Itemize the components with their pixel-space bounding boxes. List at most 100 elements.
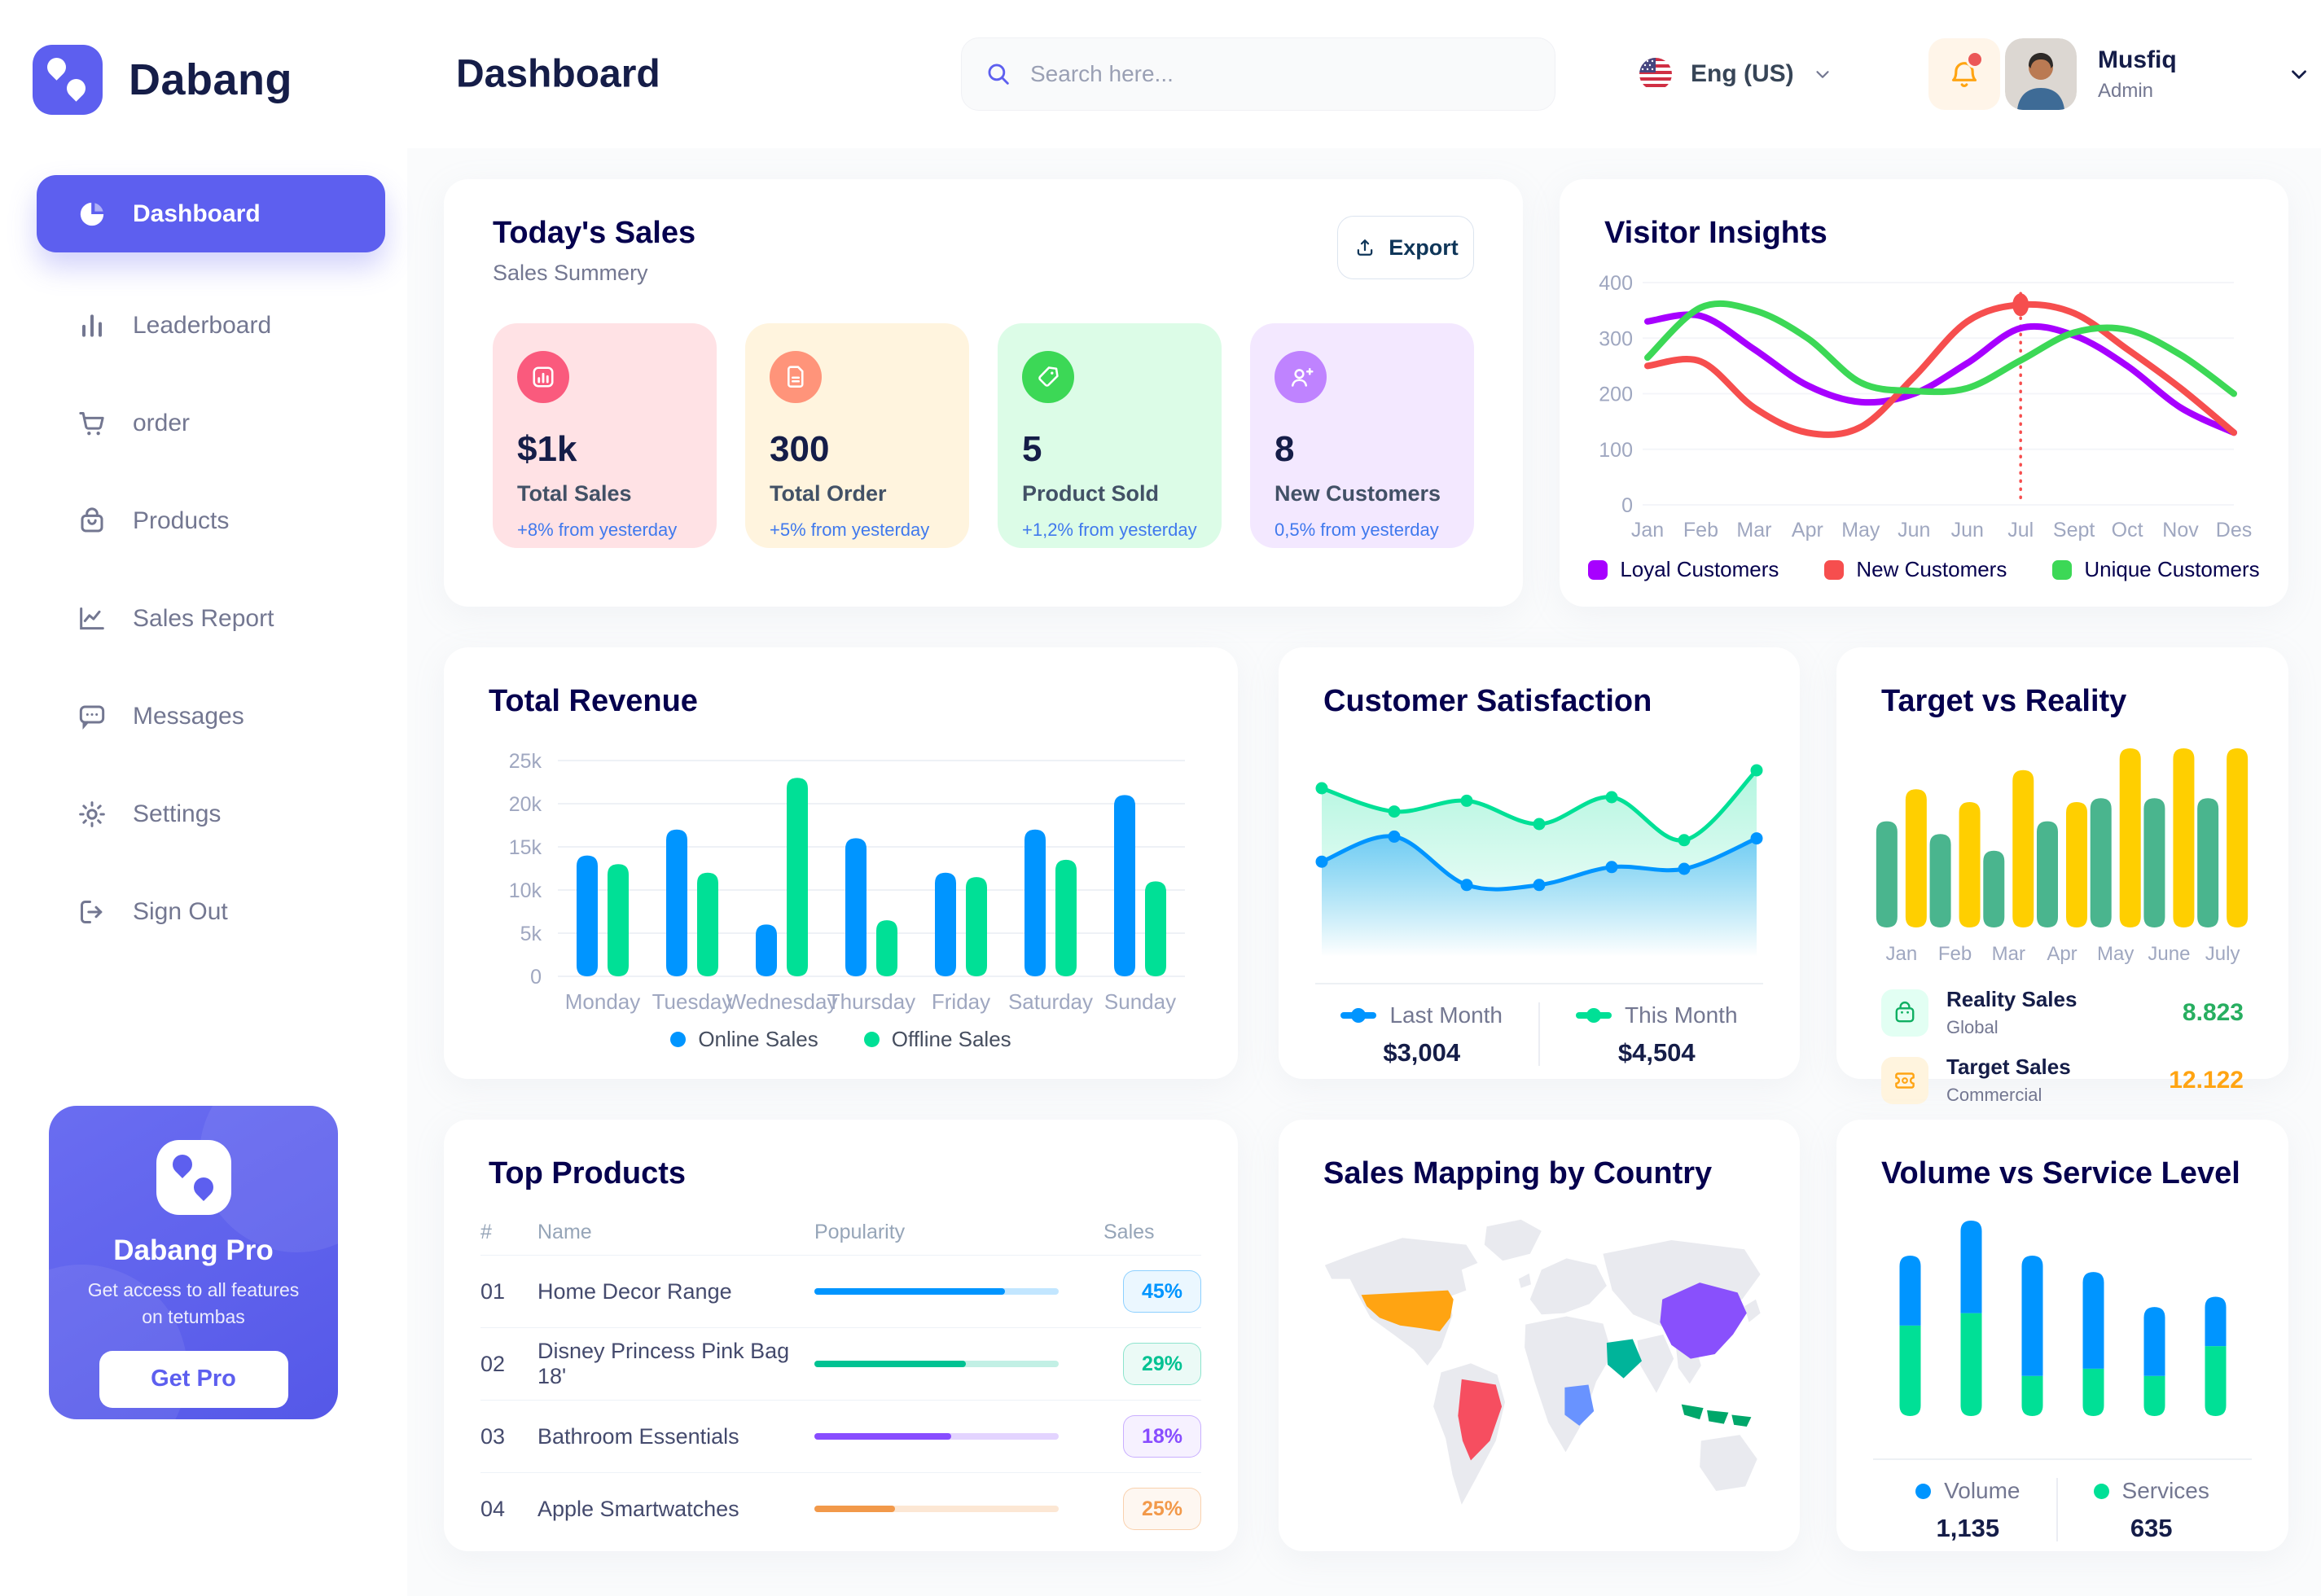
total-revenue-title: Total Revenue: [489, 684, 698, 718]
legend-item: Volume 1,135: [1915, 1478, 2020, 1543]
product-rank: 02: [480, 1351, 506, 1376]
svg-text:Des: Des: [2216, 519, 2252, 542]
svg-text:Mar: Mar: [1992, 943, 2025, 965]
sidebar-item-settings[interactable]: Settings: [37, 775, 371, 853]
stat-value: 8: [1275, 429, 1295, 469]
world-map: [1311, 1203, 1767, 1528]
svg-text:400: 400: [1599, 272, 1633, 295]
pro-logo-icon: [156, 1140, 231, 1215]
today-sales-card: Today's Sales Sales Summery Export $1k T…: [444, 179, 1523, 607]
svg-text:Jan: Jan: [1631, 519, 1664, 542]
language-selector[interactable]: Eng (US): [1639, 57, 1833, 91]
sales-mapping-card: Sales Mapping by Country: [1279, 1120, 1800, 1551]
stat-value: $1k: [517, 429, 577, 469]
sidebar-item-leaderboard[interactable]: Leaderboard: [37, 287, 371, 364]
svg-text:Feb: Feb: [1938, 943, 1972, 965]
sidebar-item-order[interactable]: order: [37, 384, 371, 462]
stat-card-total-sales: $1k Total Sales +8% from yesterday: [493, 323, 717, 548]
svg-text:Jan: Jan: [1886, 943, 1918, 965]
target-vs-reality-chart: Jan Feb Mar Apr May June July: [1873, 730, 2252, 971]
bag-icon: [81, 506, 103, 532]
svg-text:Apr: Apr: [1792, 519, 1823, 542]
signout-icon: [81, 900, 103, 923]
export-button[interactable]: Export: [1337, 216, 1474, 279]
customer-satisfaction-chart: [1315, 735, 1763, 963]
volume-service-legend: Volume 1,135 Services 635: [1836, 1478, 2288, 1543]
pro-card: Dabang Pro Get access to all features on…: [49, 1106, 338, 1419]
popularity-bar: [814, 1361, 1059, 1367]
today-sales-title: Today's Sales: [493, 216, 696, 250]
map-country-saudi: [1606, 1339, 1642, 1379]
volume-service-card: Volume vs Service Level Volume 1,135 Servi…: [1836, 1120, 2288, 1551]
svg-text:100: 100: [1599, 439, 1633, 462]
sales-badge: 25%: [1123, 1488, 1201, 1530]
bars-icon: [82, 314, 102, 337]
user-role: Admin: [2098, 79, 2154, 102]
svg-text:200: 200: [1599, 384, 1633, 406]
search-bar[interactable]: [961, 37, 1555, 111]
brand-logo-icon: [33, 45, 103, 115]
product-rank: 03: [480, 1423, 506, 1449]
notifications-button[interactable]: [1928, 38, 2000, 110]
sidebar-item-sales-report[interactable]: Sales Report: [37, 580, 371, 657]
content: Today's Sales Sales Summery Export $1k T…: [407, 148, 2321, 1596]
popularity-bar: [814, 1506, 1059, 1512]
brand-name: Dabang: [129, 55, 293, 104]
svg-text:Oct: Oct: [2112, 519, 2143, 542]
stat-delta: +8% from yesterday: [517, 520, 678, 540]
svg-text:Monday: Monday: [565, 989, 641, 1014]
divider: [1873, 1458, 2252, 1460]
user-name: Musfiq: [2098, 46, 2177, 73]
stat-label: Total Order: [770, 481, 887, 506]
stat-delta: +5% from yesterday: [770, 520, 930, 540]
sidebar-nav: Dashboard Leaderboard order Products Sales R…: [37, 175, 385, 971]
svg-text:June: June: [2148, 943, 2190, 965]
stat-card-product-sold: 5 Product Sold +1,2% from yesterday: [998, 323, 1222, 548]
sidebar-item-products[interactable]: Products: [37, 482, 371, 559]
product-row[interactable]: 02 Disney Princess Pink Bag 18' 29%: [480, 1328, 1201, 1401]
stat-delta: 0,5% from yesterday: [1275, 520, 1439, 540]
product-row[interactable]: 03 Bathroom Essentials 18%: [480, 1401, 1201, 1473]
us-flag-icon: [1639, 58, 1672, 90]
legend-item: Loyal Customers: [1588, 557, 1779, 582]
stat-label: Product Sold: [1022, 481, 1159, 506]
user-menu[interactable]: Musfiq Admin: [2005, 38, 2311, 110]
divider: [1315, 983, 1763, 984]
chevron-down-icon: [1816, 71, 1829, 78]
target-vs-reality-legend: Reality Sales Global 8.823 Target Sales Co…: [1836, 987, 2288, 1106]
sidebar-item-sign-out[interactable]: Sign Out: [37, 873, 371, 950]
legend-item: Services 635: [2093, 1478, 2209, 1543]
svg-text:10k: 10k: [509, 879, 542, 902]
svg-text:Tuesday: Tuesday: [652, 989, 733, 1014]
legend-item: New Customers: [1824, 557, 2007, 582]
pie-icon: [80, 202, 104, 226]
product-row[interactable]: 01 Home Decor Range 45%: [480, 1256, 1201, 1328]
volume-service-title: Volume vs Service Level: [1881, 1156, 2240, 1190]
svg-text:Mar: Mar: [1736, 519, 1771, 542]
legend-item: Last Month $3,004: [1340, 1002, 1503, 1068]
stat-label: Total Sales: [517, 481, 632, 506]
svg-text:Jul: Jul: [2007, 519, 2034, 542]
map-country-congo: [1564, 1384, 1595, 1426]
visitor-insights-card: Visitor Insights 0 100 200 300 400 Jan Feb Mar A…: [1560, 179, 2288, 607]
svg-text:Saturday: Saturday: [1008, 989, 1093, 1014]
product-name: Disney Princess Pink Bag 18': [537, 1339, 790, 1388]
sidebar: Dabang Dashboard Leaderboard order Products…: [0, 0, 407, 1596]
get-pro-button[interactable]: Get Pro: [99, 1350, 288, 1408]
svg-text:25k: 25k: [509, 750, 542, 773]
svg-text:0: 0: [530, 966, 542, 989]
target-vs-reality-title: Target vs Reality: [1881, 684, 2127, 718]
top-products-title: Top Products: [489, 1156, 687, 1190]
product-row[interactable]: 04 Apple Smartwatches 25%: [480, 1473, 1201, 1545]
userplus-icon: [1275, 351, 1327, 403]
visitor-insights-chart: 0 100 200 300 400 Jan Feb Mar Apr May Jun Jun Jul Sep…: [1590, 262, 2288, 549]
table-header: # Name Popularity Sales: [480, 1209, 1201, 1256]
export-label: Export: [1389, 235, 1459, 260]
search-input[interactable]: [1029, 60, 1532, 88]
sidebar-item-messages[interactable]: Messages: [37, 677, 371, 755]
map-country-china: [1660, 1282, 1747, 1359]
sales-mapping-title: Sales Mapping by Country: [1323, 1156, 1713, 1190]
customer-satisfaction-legend: Last Month $3,004 This Month $4,504: [1279, 1002, 1800, 1068]
total-revenue-chart: 0 5k 10k 15k 20k 25k Monday Tuesday Wednesday Thu…: [480, 732, 1201, 1019]
sidebar-item-dashboard[interactable]: Dashboard: [37, 175, 385, 252]
